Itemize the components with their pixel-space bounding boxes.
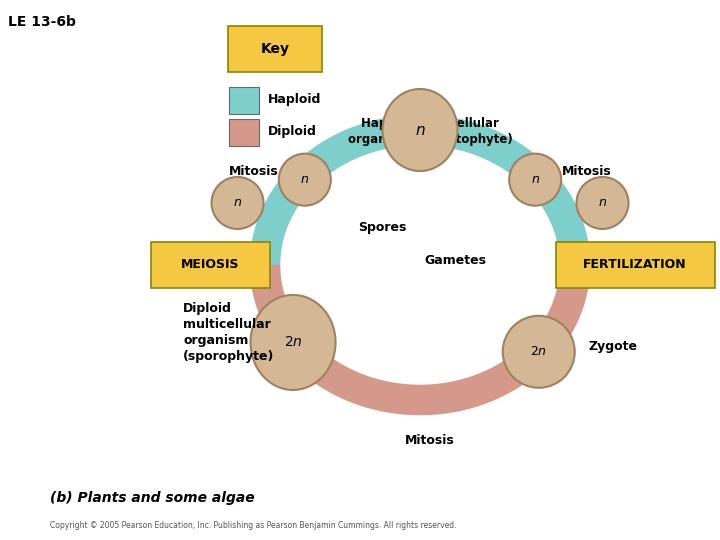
Text: $n$: $n$ [531,173,540,186]
Text: Haploid multicellular
organism (gametophyte): Haploid multicellular organism (gametoph… [348,118,513,146]
Text: FERTILIZATION: FERTILIZATION [583,259,687,272]
Circle shape [212,177,264,229]
Text: $n$: $n$ [415,123,426,138]
Text: Diploid: Diploid [268,125,317,138]
Ellipse shape [251,295,336,390]
Text: LE 13-6b: LE 13-6b [8,15,76,29]
Text: $n$: $n$ [300,173,310,186]
Text: Haploid: Haploid [268,93,321,106]
Circle shape [509,154,561,206]
Text: Key: Key [261,42,289,56]
Ellipse shape [382,89,457,171]
Polygon shape [324,141,356,165]
FancyBboxPatch shape [228,26,322,72]
Text: Mitosis: Mitosis [405,434,455,447]
Polygon shape [305,356,335,383]
Polygon shape [546,314,572,346]
Polygon shape [532,173,559,203]
Text: Diploid
multicellular
organism
(sporophyte): Diploid multicellular organism (sporophy… [183,302,274,363]
FancyBboxPatch shape [229,119,259,146]
Text: Spores: Spores [358,220,406,233]
Text: Mitosis: Mitosis [229,165,279,178]
FancyBboxPatch shape [229,87,259,114]
Text: Zygote: Zygote [589,340,638,353]
Text: MEIOSIS: MEIOSIS [181,259,239,272]
Circle shape [279,154,330,206]
Text: Gametes: Gametes [424,253,486,267]
Circle shape [503,316,575,388]
FancyBboxPatch shape [556,242,714,288]
Polygon shape [484,134,516,157]
Text: (b) Plants and some algae: (b) Plants and some algae [50,491,255,505]
Circle shape [577,177,629,229]
Text: $n$: $n$ [233,197,242,210]
Text: $2n$: $2n$ [530,345,547,358]
Text: Copyright © 2005 Pearson Education, Inc. Publishing as Pearson Benjamin Cummings: Copyright © 2005 Pearson Education, Inc.… [50,521,456,530]
Text: $2n$: $2n$ [284,335,302,349]
Text: Mitosis: Mitosis [562,165,611,178]
Text: $n$: $n$ [598,197,607,210]
FancyBboxPatch shape [150,242,269,288]
Polygon shape [274,177,300,208]
